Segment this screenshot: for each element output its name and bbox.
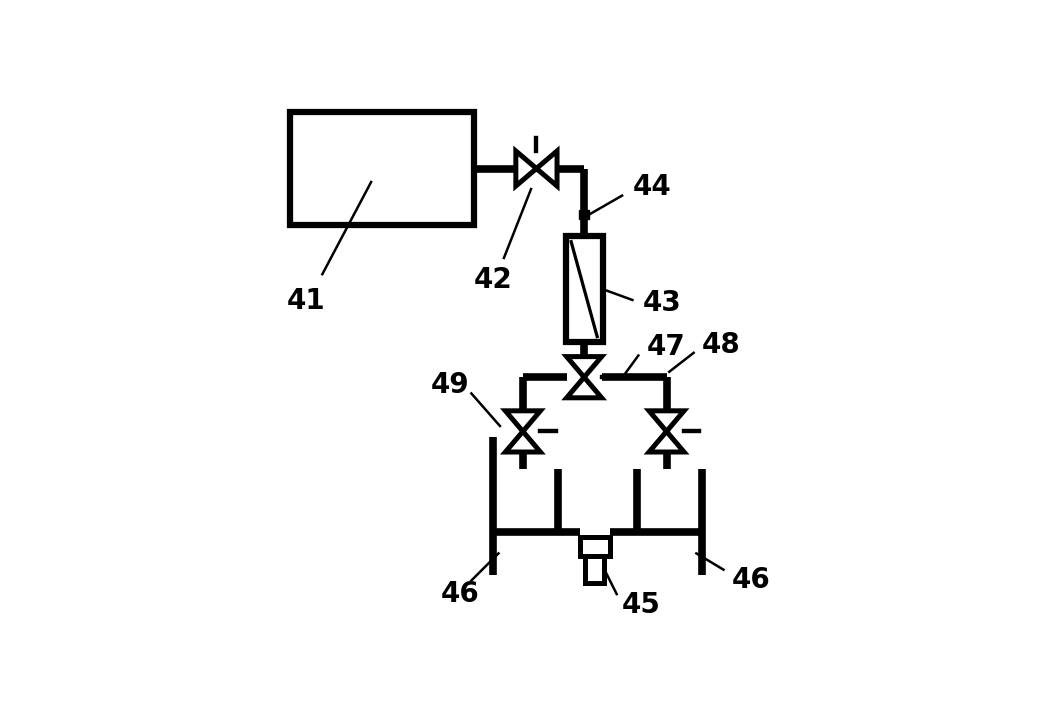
Polygon shape — [649, 432, 684, 452]
Polygon shape — [505, 432, 541, 452]
Polygon shape — [505, 411, 541, 432]
Polygon shape — [649, 411, 684, 432]
Text: 48: 48 — [702, 331, 741, 358]
Text: 44: 44 — [633, 173, 671, 201]
Bar — [586, 556, 605, 583]
Text: 46: 46 — [731, 567, 770, 594]
Polygon shape — [567, 377, 602, 398]
Bar — [580, 210, 589, 220]
Text: 49: 49 — [430, 371, 469, 399]
Text: 47: 47 — [647, 334, 685, 361]
Text: 41: 41 — [287, 287, 325, 315]
Bar — [580, 537, 610, 556]
Polygon shape — [537, 151, 558, 186]
Text: 42: 42 — [473, 265, 512, 294]
Polygon shape — [515, 151, 537, 186]
Polygon shape — [567, 357, 602, 377]
Bar — [289, 112, 474, 225]
Bar — [566, 237, 603, 342]
Text: 43: 43 — [643, 289, 682, 317]
Text: 45: 45 — [622, 591, 661, 619]
Text: 46: 46 — [441, 580, 480, 608]
